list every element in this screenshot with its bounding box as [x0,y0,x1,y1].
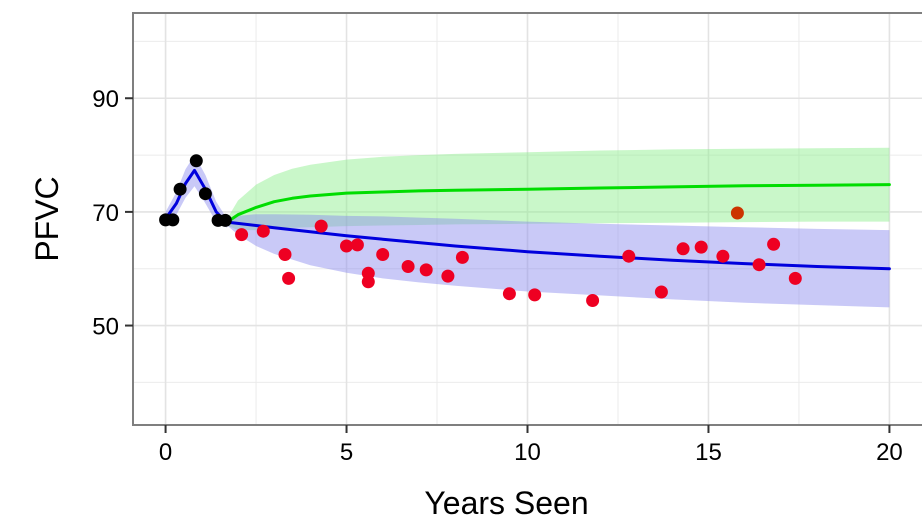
point-black_points [166,213,180,227]
point-red_points [622,249,636,263]
point-red_points [278,248,292,261]
point-red_points [455,250,469,264]
x-tick-label: 15 [695,439,722,466]
axes: 0 5 10 15 20 50 70 90 [92,86,902,466]
point-black_points [218,213,232,227]
line-blue_line-0 [164,168,229,225]
point-red_points [767,237,781,251]
y-axis-title: PFVC [29,176,65,261]
point-red_points [716,249,730,263]
point-red_points [376,248,390,261]
point-red_points [314,219,328,233]
y-tick-label: 50 [92,314,119,341]
line-green_line-1 [225,183,891,224]
panel-border [132,12,922,426]
y-tick-label: 70 [92,200,119,227]
band-blue_band-0 [165,155,228,228]
x-tick-label: 0 [159,439,172,466]
point-red_points [340,239,353,253]
point-red_points [694,240,708,254]
point-orange_points [730,206,744,220]
point-red_points [676,242,690,256]
x-tick-label: 5 [340,439,353,466]
grid [133,13,922,425]
point-red_points [256,224,270,238]
point-black_points [198,187,212,201]
point-red_points [586,294,600,307]
point-red_points [350,238,364,252]
x-tick-label: 20 [876,439,903,466]
point-red_points [441,269,455,283]
point-red_points [752,258,766,272]
point-red_points [419,263,433,277]
x-tick-label: 10 [514,439,541,466]
line-blue_line-2 [225,220,891,271]
observed-points [159,154,802,307]
point-red_points [361,275,375,289]
point-red_points [502,287,516,301]
point-red_points [401,260,415,273]
fitted-lines [164,168,891,271]
point-red_points [528,288,542,302]
point-red_points [282,271,296,285]
y-tick-label: 90 [92,86,119,113]
point-red_points [235,228,249,242]
x-axis-title: Years Seen [424,485,588,521]
band-blue_band-2 [227,214,890,308]
point-black_points [189,154,203,168]
point-red_points [654,285,668,299]
point-red_points [788,271,802,285]
point-black_points [173,182,187,196]
